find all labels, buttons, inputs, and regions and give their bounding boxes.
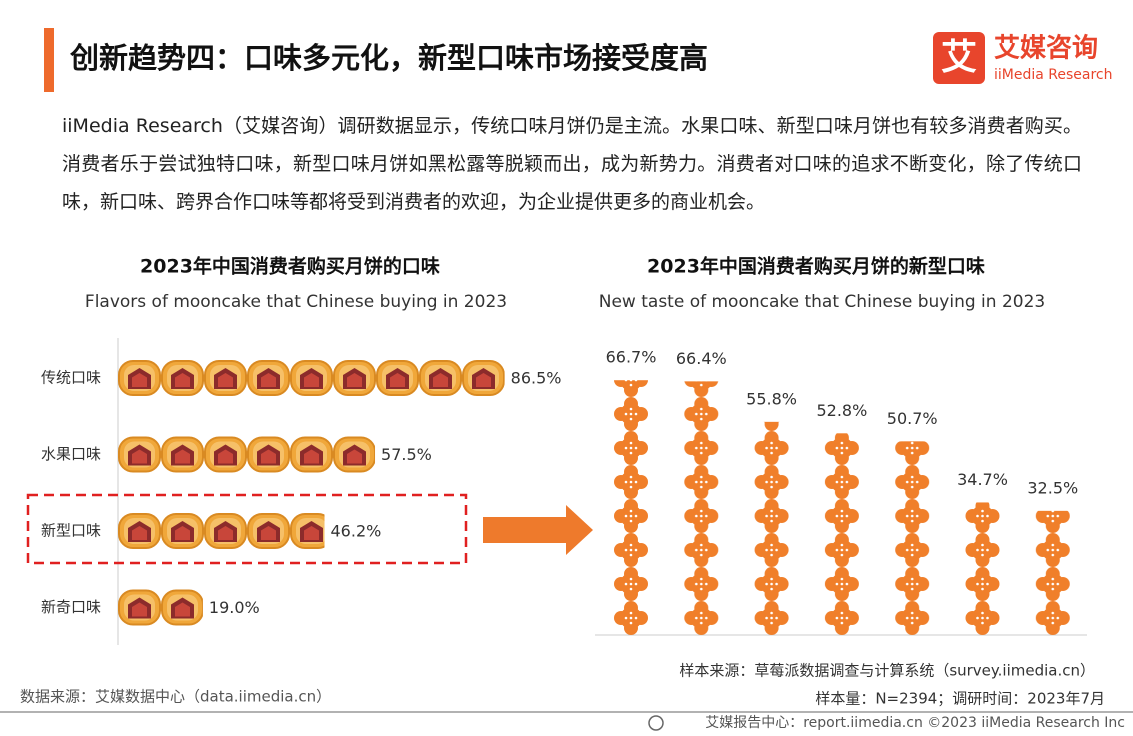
bar-group <box>118 513 325 549</box>
column-group <box>964 502 1001 635</box>
column-group <box>894 441 931 635</box>
globe-icon <box>648 715 664 731</box>
value-label: 32.5% <box>1027 478 1078 497</box>
value-label: 57.5% <box>381 445 432 464</box>
chart-subtitle: New taste of mooncake that Chinese buyin… <box>599 292 1045 312</box>
column <box>683 381 720 635</box>
bar <box>118 360 505 396</box>
chart-title: 2023年中国消费者购买月饼的新型口味 <box>647 255 985 278</box>
category-label: 水果口味 <box>41 445 101 463</box>
value-label: 52.8% <box>816 401 867 420</box>
value-label: 46.2% <box>331 522 382 541</box>
value-label: 66.7% <box>606 348 657 367</box>
column <box>1034 510 1071 635</box>
page-title: 创新趋势四：口味多元化，新型口味市场接受度高 <box>69 41 708 75</box>
chart-title: 2023年中国消费者购买月饼的口味 <box>140 255 440 278</box>
chart-subtitle: Flavors of mooncake that Chinese buying … <box>85 292 507 312</box>
column <box>613 380 649 635</box>
value-label: 86.5% <box>511 369 562 388</box>
logo-name: 艾媒咨询 <box>994 33 1098 64</box>
highlight-box <box>26 493 468 565</box>
column <box>894 441 931 635</box>
logo-mark: 艾 <box>941 37 977 78</box>
category-label: 新型口味 <box>41 522 101 540</box>
bar-group <box>118 589 203 626</box>
column-group <box>613 380 649 635</box>
bar <box>118 589 203 626</box>
sample-source: 样本来源：草莓派数据调查与计算系统（survey.iimedia.cn） <box>679 662 1095 680</box>
data-source: 数据来源：艾媒数据中心（data.iimedia.cn） <box>20 688 331 706</box>
bar-group <box>118 436 376 473</box>
value-label: 55.8% <box>746 389 797 408</box>
arrow <box>483 505 593 555</box>
value-label: 50.7% <box>887 409 938 428</box>
column <box>753 421 790 635</box>
intro-text: iiMedia Research（艾媒咨询）调研数据显示，传统口味月饼仍是主流。… <box>62 115 1082 213</box>
column <box>823 433 860 635</box>
column-group <box>823 433 860 635</box>
value-label: 34.7% <box>957 470 1008 489</box>
value-label: 19.0% <box>209 598 260 617</box>
bar-group <box>118 360 505 396</box>
value-label: 66.4% <box>676 349 727 368</box>
column-group <box>1034 510 1071 635</box>
bar <box>118 436 376 473</box>
sample-size: 样本量：N=2394；调研时间：2023年7月 <box>815 690 1105 708</box>
category-label: 传统口味 <box>41 369 101 387</box>
category-label: 新奇口味 <box>41 598 101 616</box>
report-link: 艾媒报告中心：report.iimedia.cn ©2023 iiMedia R… <box>705 715 1125 731</box>
bar <box>118 513 325 549</box>
logo-name-en: iiMedia Research <box>994 67 1113 83</box>
column <box>964 502 1001 635</box>
title-accent <box>44 28 54 92</box>
column-group <box>683 381 720 635</box>
logo-mark-bg <box>933 32 985 84</box>
column-group <box>753 421 790 635</box>
